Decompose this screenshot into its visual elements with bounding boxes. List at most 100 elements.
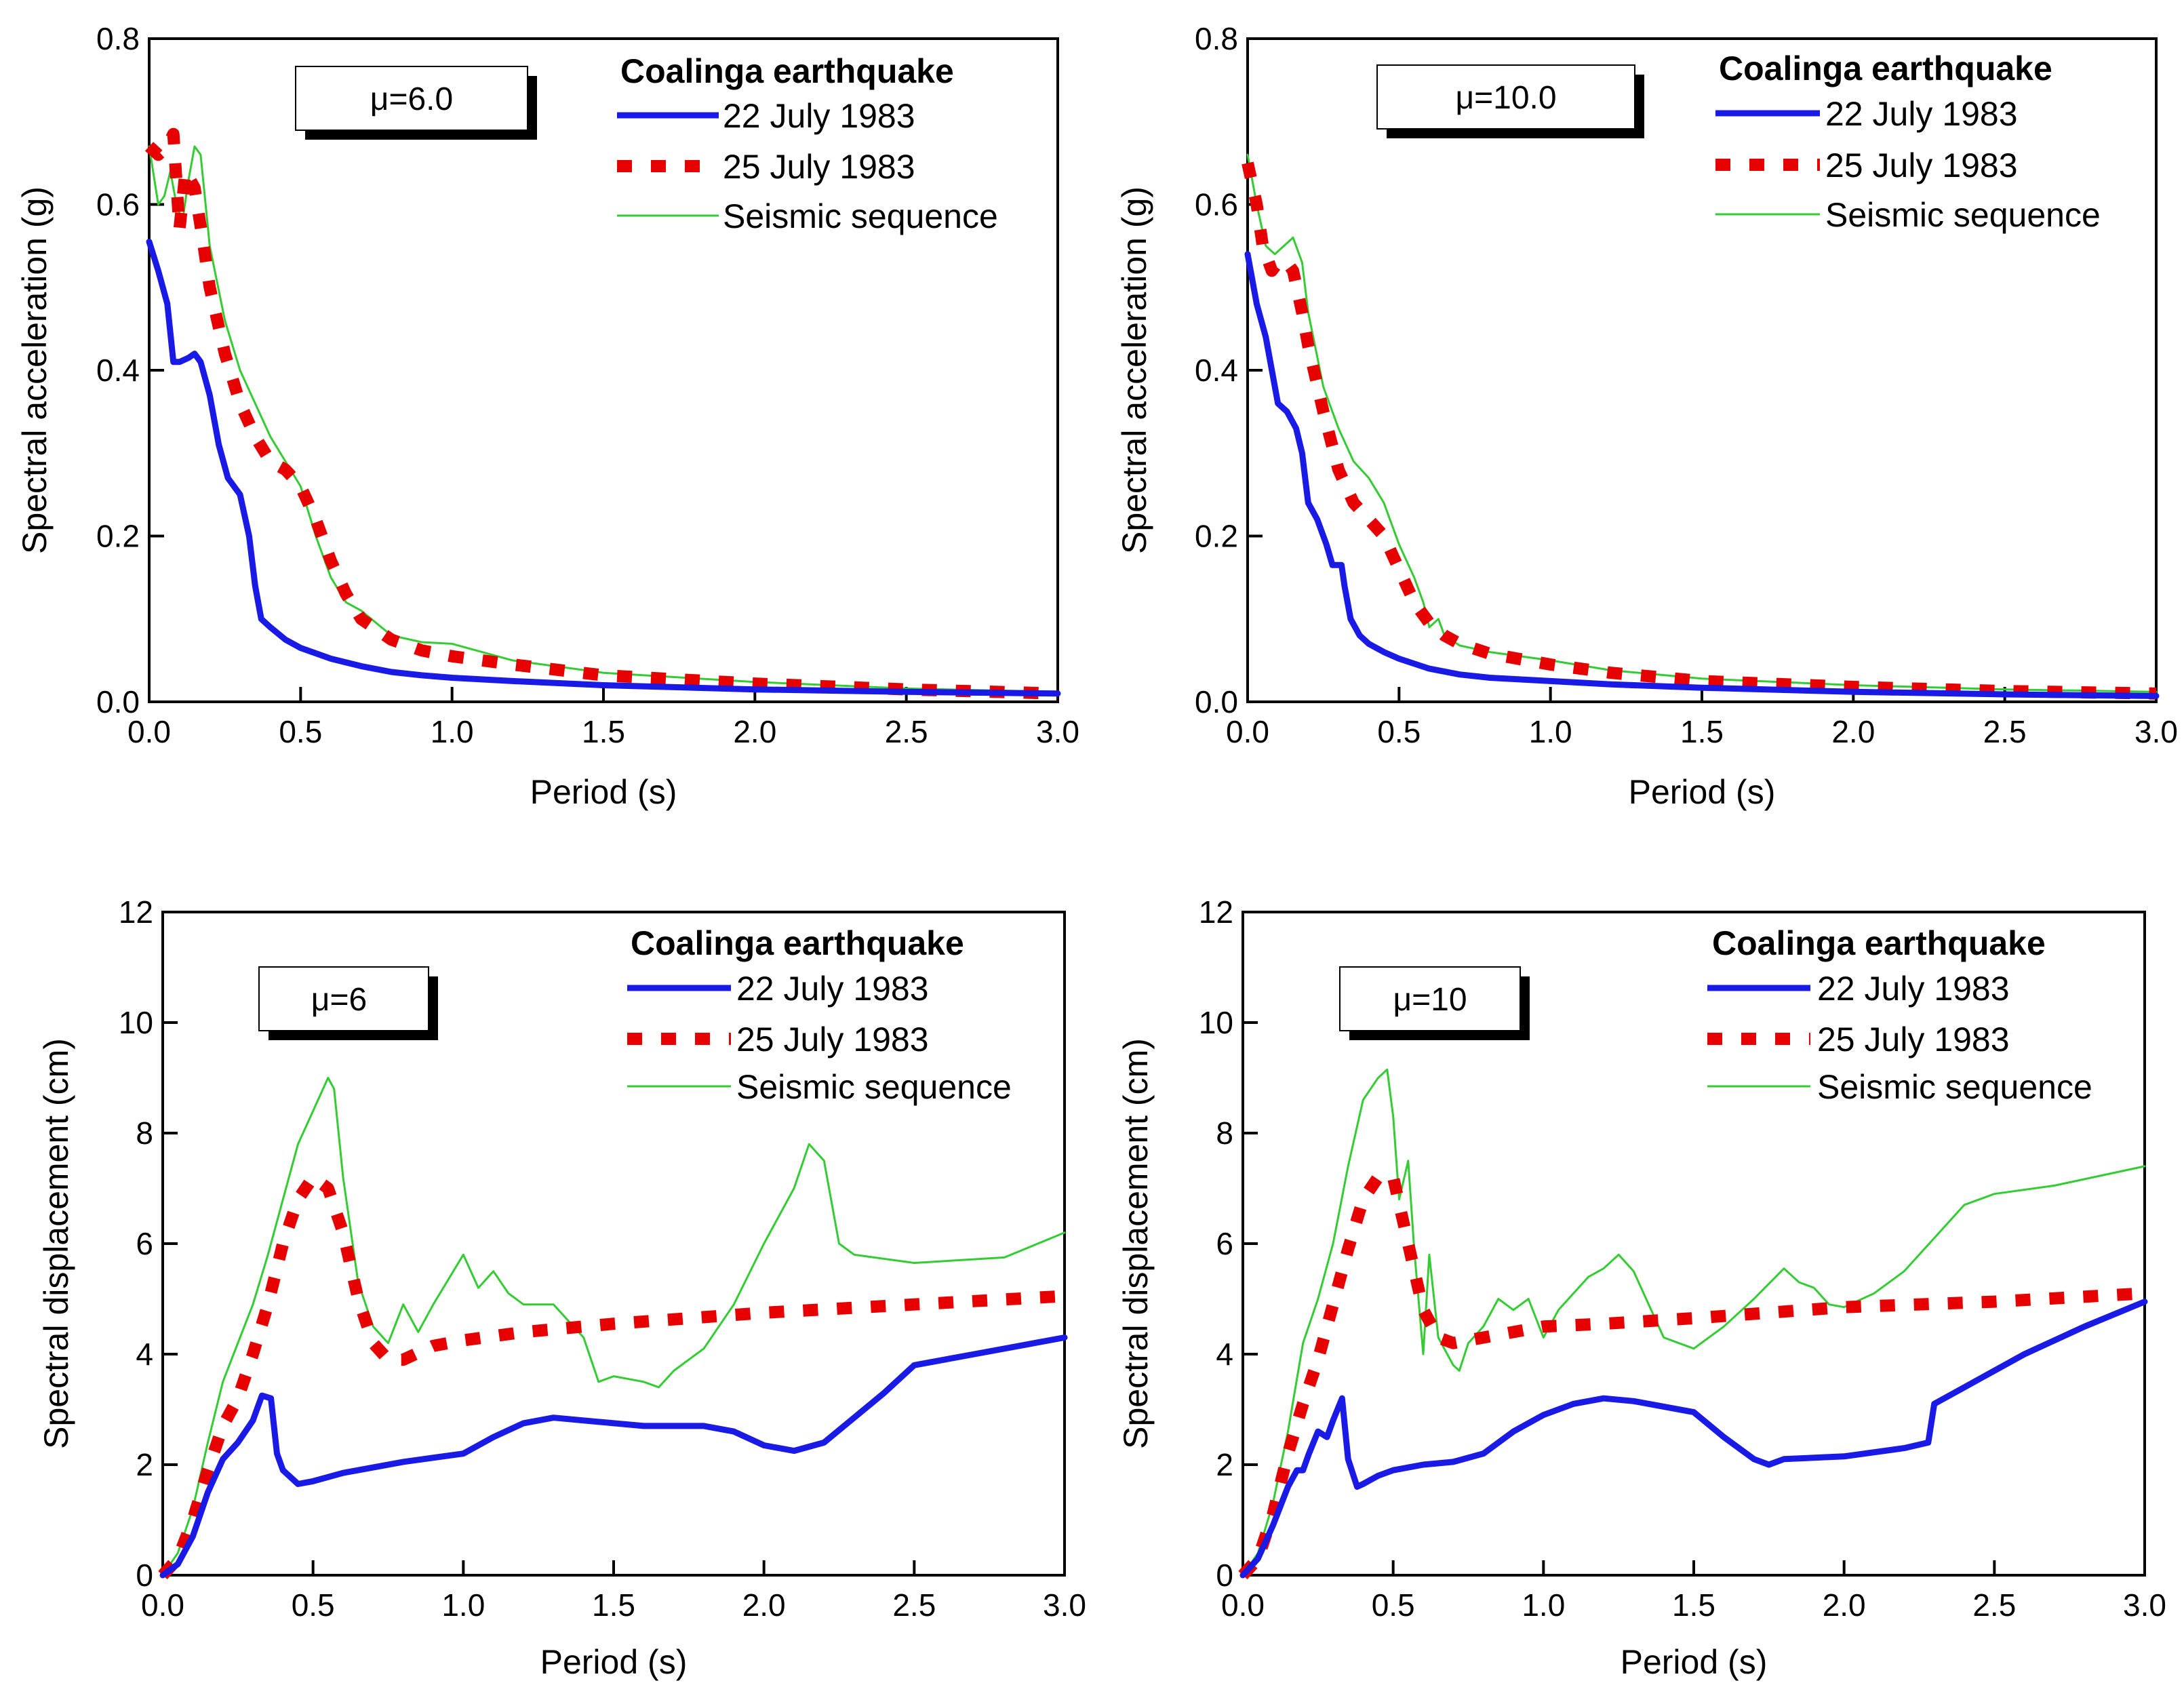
y-tick-label: 12 [1199,894,1233,930]
legend-label-25-july: 25 July 1983 [1825,146,2018,184]
y-tick-label: 0.2 [1195,519,1238,554]
x-tick-label: 1.5 [582,714,625,749]
series-line-22-july-1983 [146,239,1061,697]
panel-top-right-acceleration-mu10: 0.0 0.2 0.4 0.6 0.8 0.0 0.5 1.0 1.5 2.0 2.5 3.0 μ=… [1115,21,2178,811]
mu-annotation-text: μ=10 [1393,982,1467,1018]
x-tick-label: 1.5 [1680,714,1724,749]
y-tick-label: 0.6 [1195,187,1238,222]
y-tick-group: 0 2 4 6 8 10 12 [1199,894,1258,1593]
y-tick-label: 0.0 [96,684,140,719]
x-axis-label: Period (s) [530,773,677,811]
legend: Coalinga earthquake 22 July 1983 25 July… [617,52,998,235]
legend: Coalinga earthquake 22 July 1983 25 July… [1707,924,2092,1106]
y-tick-label: 0.0 [1195,684,1238,719]
y-axis-label: Spectral displacement (cm) [1117,1038,1155,1449]
x-tick-label: 1.5 [1672,1587,1715,1623]
legend-label-22-july: 22 July 1983 [1825,95,2018,133]
series-layer [144,127,1061,700]
x-tick-label: 0.0 [127,714,171,749]
y-tick-label: 12 [119,894,153,930]
y-tick-group: 0.0 0.2 0.4 0.6 0.8 [96,21,164,719]
legend-label-25-july: 25 July 1983 [736,1021,929,1058]
mu-annotation-text: μ=6 [311,982,367,1018]
annotation-frame [258,966,429,1031]
x-tick-label: 0.5 [279,714,322,749]
x-tick-label: 1.5 [592,1587,635,1623]
x-tick-label: 0.0 [1221,1587,1265,1623]
annotation-frame [1339,966,1521,1031]
annotation-frame [295,66,528,131]
series-layer [1238,1068,2148,1580]
legend: Coalinga earthquake 22 July 1983 25 July… [627,924,1012,1106]
y-axis-label: Spectral displacement (cm) [37,1038,75,1449]
x-tick-label: 3.0 [2135,714,2178,749]
annotation-frame [1376,64,1635,130]
series-line-seismic-sequence [1242,1068,2146,1577]
y-tick-label: 0.4 [96,353,140,388]
y-tick-label: 4 [136,1337,153,1372]
series-line-seismic-sequence [161,1077,1066,1577]
y-tick-label: 6 [1216,1226,1233,1261]
x-tick-label: 1.0 [1522,1587,1565,1623]
panel-bottom-right-displacement-mu10: 0 2 4 6 8 10 12 0.0 0.5 1.0 1.5 2.0 2.5 3.0 μ=10 Coa… [1117,894,2166,1681]
legend-label-22-july: 22 July 1983 [723,97,915,135]
mu-annotation-box: μ=10.0 [1376,64,1644,138]
y-tick-label: 0.4 [1195,353,1238,388]
legend-title: Coalinga earthquake [1719,50,2052,87]
panel-top-left-acceleration-mu6: 0.0 0.2 0.4 0.6 0.8 0.0 0.5 1.0 1.5 2.0 2.5 3.0 μ=… [16,21,1079,811]
x-tick-label: 2.5 [1972,1587,2016,1623]
legend-label-seismic-sequence: Seismic sequence [736,1068,1012,1106]
legend-label-25-july: 25 July 1983 [723,148,915,186]
series-layer [158,1077,1068,1580]
y-tick-label: 8 [1216,1115,1233,1151]
y-tick-group: 0 2 4 6 8 10 12 [119,894,178,1593]
y-tick-label: 0.8 [1195,21,1238,56]
x-tick-label: 2.0 [733,714,776,749]
x-axis-label: Period (s) [540,1643,688,1681]
plot-area [148,37,1059,703]
x-tick-label: 2.0 [1831,714,1875,749]
legend-label-seismic-sequence: Seismic sequence [1825,196,2101,234]
y-tick-group: 0.0 0.2 0.4 0.6 0.8 [1195,21,1263,719]
x-tick-label: 1.0 [441,1587,485,1623]
y-tick-label: 6 [136,1226,153,1261]
x-tick-label: 0.0 [141,1587,184,1623]
y-tick-label: 0 [1216,1558,1233,1593]
x-axis-label: Period (s) [1621,1643,1768,1681]
mu-annotation-box: μ=6.0 [295,66,537,140]
x-tick-label: 0.5 [1377,714,1421,749]
series-line-22-july-1983 [1244,251,2160,699]
x-tick-label: 1.0 [1529,714,1572,749]
x-tick-label: 2.0 [742,1587,786,1623]
x-tick-label: 0.5 [292,1587,335,1623]
legend-title: Coalinga earthquake [631,924,964,962]
legend-label-25-july: 25 July 1983 [1817,1021,2010,1058]
x-tick-label: 2.5 [885,714,928,749]
series-line-22-july-1983 [159,1334,1068,1579]
y-tick-label: 0.6 [96,187,140,222]
y-tick-label: 4 [1216,1337,1233,1372]
series-line-25-july-1983 [1242,161,2157,700]
mu-annotation-text: μ=6.0 [370,81,453,117]
x-tick-label: 1.0 [431,714,474,749]
series-line-25-july-1983 [144,127,1058,700]
y-tick-label: 0.8 [96,21,140,56]
y-axis-label: Spectral acceleration (g) [1115,186,1153,554]
y-axis-label: Spectral acceleration (g) [16,186,54,554]
legend-label-22-july: 22 July 1983 [1817,970,2010,1008]
series-line-25-july-1983 [1238,1171,2145,1580]
series-layer [1242,153,2160,700]
legend: Coalinga earthquake 22 July 1983 25 July… [1715,50,2101,234]
legend-label-seismic-sequence: Seismic sequence [723,197,998,235]
y-tick-label: 2 [1216,1447,1233,1482]
mu-annotation-box: μ=6 [258,966,438,1040]
x-tick-label: 2.0 [1823,1587,1866,1623]
legend-title: Coalinga earthquake [620,52,954,90]
legend-title: Coalinga earthquake [1712,924,2046,962]
y-tick-label: 8 [136,1115,153,1151]
legend-label-seismic-sequence: Seismic sequence [1817,1068,2092,1106]
x-tick-group: 0.0 0.5 1.0 1.5 2.0 2.5 3.0 [1221,1560,2166,1623]
y-tick-label: 10 [1199,1005,1233,1040]
x-tick-label: 3.0 [2123,1587,2166,1623]
